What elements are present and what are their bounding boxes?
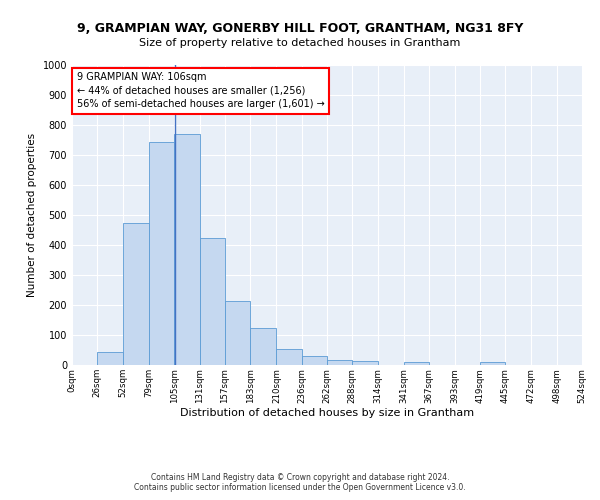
- Bar: [199, 238, 225, 365]
- Bar: [277, 350, 302, 365]
- Text: Contains HM Land Registry data © Crown copyright and database right 2024.: Contains HM Land Registry data © Crown c…: [151, 472, 449, 482]
- Bar: [250, 328, 277, 365]
- Bar: [149, 142, 174, 365]
- Bar: [352, 362, 377, 365]
- Text: 9, GRAMPIAN WAY, GONERBY HILL FOOT, GRANTHAM, NG31 8FY: 9, GRAMPIAN WAY, GONERBY HILL FOOT, GRAN…: [77, 22, 523, 36]
- Bar: [302, 356, 327, 365]
- Bar: [174, 134, 200, 365]
- Bar: [225, 300, 250, 365]
- Y-axis label: Number of detached properties: Number of detached properties: [27, 133, 37, 297]
- Bar: [327, 360, 352, 365]
- Bar: [122, 222, 149, 365]
- Bar: [480, 362, 505, 365]
- Text: Size of property relative to detached houses in Grantham: Size of property relative to detached ho…: [139, 38, 461, 48]
- Bar: [404, 362, 429, 365]
- Bar: [97, 352, 122, 365]
- X-axis label: Distribution of detached houses by size in Grantham: Distribution of detached houses by size …: [180, 408, 474, 418]
- Text: Contains public sector information licensed under the Open Government Licence v3: Contains public sector information licen…: [134, 482, 466, 492]
- Text: 9 GRAMPIAN WAY: 106sqm
← 44% of detached houses are smaller (1,256)
56% of semi-: 9 GRAMPIAN WAY: 106sqm ← 44% of detached…: [77, 72, 325, 109]
